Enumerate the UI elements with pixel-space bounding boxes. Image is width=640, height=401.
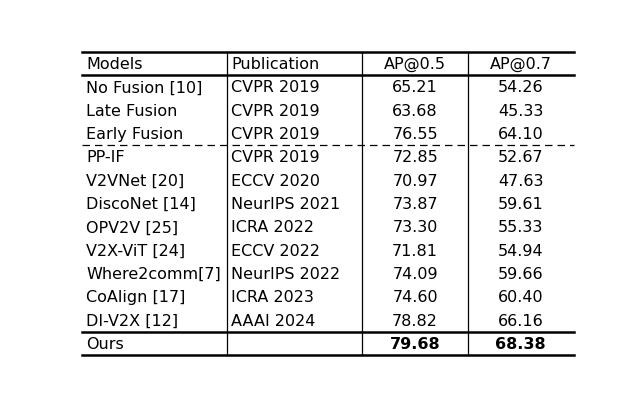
Text: 70.97: 70.97 xyxy=(392,173,438,188)
Text: 74.60: 74.60 xyxy=(392,290,438,305)
Text: 59.66: 59.66 xyxy=(498,266,543,282)
Text: OPV2V [25]: OPV2V [25] xyxy=(86,220,179,235)
Text: No Fusion [10]: No Fusion [10] xyxy=(86,80,203,95)
Text: 78.82: 78.82 xyxy=(392,313,438,328)
Text: 66.16: 66.16 xyxy=(498,313,543,328)
Text: NeurIPS 2022: NeurIPS 2022 xyxy=(231,266,340,282)
Text: ICRA 2022: ICRA 2022 xyxy=(231,220,314,235)
Text: 71.81: 71.81 xyxy=(392,243,438,258)
Text: ECCV 2020: ECCV 2020 xyxy=(231,173,320,188)
Text: 63.68: 63.68 xyxy=(392,103,438,118)
Text: 45.33: 45.33 xyxy=(498,103,543,118)
Text: Late Fusion: Late Fusion xyxy=(86,103,178,118)
Text: Where2comm[7]: Where2comm[7] xyxy=(86,266,221,282)
Text: 54.94: 54.94 xyxy=(498,243,543,258)
Text: AAAI 2024: AAAI 2024 xyxy=(231,313,316,328)
Text: 72.85: 72.85 xyxy=(392,150,438,165)
Text: ICRA 2023: ICRA 2023 xyxy=(231,290,314,305)
Text: Publication: Publication xyxy=(231,57,319,72)
Text: 74.09: 74.09 xyxy=(392,266,438,282)
Text: 55.33: 55.33 xyxy=(498,220,543,235)
Text: AP@0.7: AP@0.7 xyxy=(490,57,552,72)
Text: CoAlign [17]: CoAlign [17] xyxy=(86,290,186,305)
Text: 65.21: 65.21 xyxy=(392,80,438,95)
Text: 73.30: 73.30 xyxy=(392,220,438,235)
Text: CVPR 2019: CVPR 2019 xyxy=(231,80,320,95)
Text: DiscoNet [14]: DiscoNet [14] xyxy=(86,196,196,212)
Text: 68.38: 68.38 xyxy=(495,336,546,351)
Text: 64.10: 64.10 xyxy=(498,127,543,142)
Text: 59.61: 59.61 xyxy=(498,196,543,212)
Text: 60.40: 60.40 xyxy=(498,290,543,305)
Text: 79.68: 79.68 xyxy=(390,336,440,351)
Text: PP-IF: PP-IF xyxy=(86,150,125,165)
Text: NeurIPS 2021: NeurIPS 2021 xyxy=(231,196,340,212)
Text: CVPR 2019: CVPR 2019 xyxy=(231,103,320,118)
Text: DI-V2X [12]: DI-V2X [12] xyxy=(86,313,179,328)
Text: 76.55: 76.55 xyxy=(392,127,438,142)
Text: 54.26: 54.26 xyxy=(498,80,543,95)
Text: 47.63: 47.63 xyxy=(498,173,543,188)
Text: 52.67: 52.67 xyxy=(498,150,543,165)
Text: Ours: Ours xyxy=(86,336,124,351)
Text: V2VNet [20]: V2VNet [20] xyxy=(86,173,185,188)
Text: CVPR 2019: CVPR 2019 xyxy=(231,127,320,142)
Text: Early Fusion: Early Fusion xyxy=(86,127,184,142)
Text: CVPR 2019: CVPR 2019 xyxy=(231,150,320,165)
Text: AP@0.5: AP@0.5 xyxy=(384,57,446,72)
Text: ECCV 2022: ECCV 2022 xyxy=(231,243,320,258)
Text: V2X-ViT [24]: V2X-ViT [24] xyxy=(86,243,186,258)
Text: Models: Models xyxy=(86,57,143,72)
Text: 73.87: 73.87 xyxy=(392,196,438,212)
